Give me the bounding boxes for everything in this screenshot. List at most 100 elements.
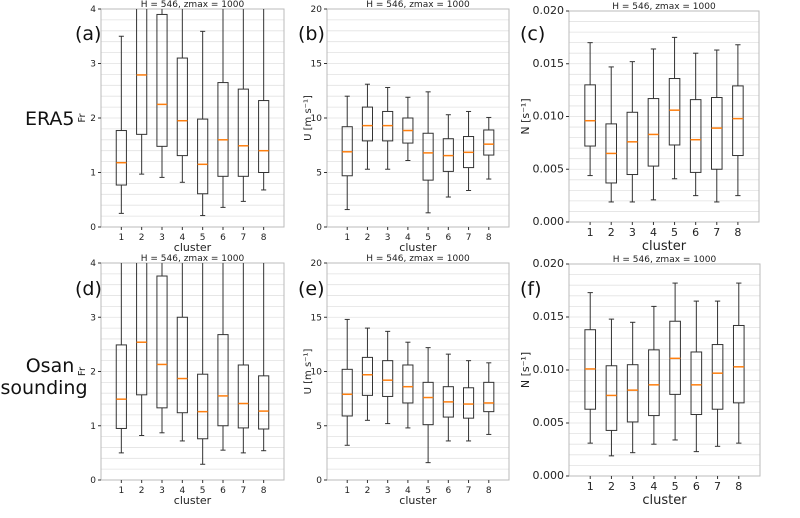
x-tick-label: 1 bbox=[587, 226, 594, 239]
box-cluster-5 bbox=[422, 91, 434, 214]
iqr-box bbox=[258, 375, 270, 430]
boxes bbox=[341, 318, 495, 464]
iqr-box bbox=[711, 97, 723, 170]
box-cluster-8 bbox=[732, 44, 744, 197]
x-axis-label: cluster bbox=[174, 241, 212, 254]
iqr-box bbox=[732, 85, 744, 157]
y-tick-label: 0.010 bbox=[533, 110, 565, 123]
box-cluster-4 bbox=[176, 263, 188, 442]
box-cluster-8 bbox=[258, 263, 270, 452]
x-tick-label: 8 bbox=[261, 233, 267, 243]
box-cluster-6 bbox=[442, 353, 454, 442]
x-tick-label: 5 bbox=[672, 480, 679, 493]
y-tick-label: 0.005 bbox=[533, 162, 565, 175]
y-tick-label: 0 bbox=[90, 476, 96, 486]
y-axis-label: U [m s⁻¹] bbox=[303, 349, 314, 395]
box-cluster-5 bbox=[422, 347, 434, 464]
y-axis-label: U [m s⁻¹] bbox=[303, 95, 314, 141]
box-cluster-8 bbox=[483, 362, 495, 435]
box-cluster-6 bbox=[217, 263, 229, 451]
y-axis-label: Fr bbox=[77, 366, 88, 376]
iqr-box bbox=[237, 88, 249, 177]
box-cluster-2 bbox=[605, 66, 618, 203]
x-tick-label: 8 bbox=[735, 480, 742, 493]
x-tick-label: 6 bbox=[693, 480, 700, 493]
iqr-box bbox=[402, 364, 414, 404]
box-cluster-1 bbox=[115, 35, 127, 214]
y-tick-label: 0.015 bbox=[533, 310, 565, 323]
box-cluster-3 bbox=[156, 9, 168, 178]
y-tick-label: 0.005 bbox=[533, 416, 565, 429]
box-cluster-3 bbox=[626, 61, 639, 203]
box-cluster-7 bbox=[237, 263, 249, 454]
box-cluster-1 bbox=[584, 42, 596, 177]
iqr-box bbox=[156, 275, 168, 409]
box-cluster-3 bbox=[382, 86, 394, 170]
iqr-box bbox=[115, 344, 127, 429]
box-cluster-2 bbox=[136, 263, 148, 437]
x-tick-label: 4 bbox=[650, 480, 657, 493]
x-tick-label: 8 bbox=[734, 226, 741, 239]
iqr-box bbox=[156, 13, 168, 147]
iqr-box bbox=[584, 84, 596, 147]
x-tick-label: 1 bbox=[118, 233, 124, 243]
box-cluster-3 bbox=[626, 321, 639, 454]
y-tick-label: 1 bbox=[90, 169, 96, 179]
x-tick-label: 8 bbox=[486, 486, 492, 496]
iqr-box bbox=[732, 324, 745, 404]
iqr-box bbox=[341, 368, 353, 417]
panel-e: 0 5 10 15 20 1 2 3 4 5 6 7 8 H = 546, zmax = 1000 clus… bbox=[298, 254, 510, 507]
x-tick-label: 3 bbox=[385, 233, 391, 243]
y-tick-label: 0.000 bbox=[533, 215, 565, 228]
iqr-box bbox=[626, 364, 639, 423]
iqr-box bbox=[648, 349, 660, 417]
x-tick-label: 2 bbox=[365, 486, 371, 496]
row-label-era5: ERA5 bbox=[25, 108, 75, 130]
box-cluster-2 bbox=[361, 327, 373, 421]
y-tick-label: 4 bbox=[90, 259, 96, 269]
box-cluster-6 bbox=[689, 52, 702, 197]
y-tick-label: 0 bbox=[90, 223, 96, 233]
boxes bbox=[341, 83, 495, 214]
x-axis-label: cluster bbox=[174, 494, 212, 507]
y-axis-label: N [s⁻¹] bbox=[519, 98, 532, 134]
box-cluster-4 bbox=[648, 305, 660, 445]
y-tick-label: 20 bbox=[311, 259, 323, 269]
x-tick-label: 6 bbox=[445, 233, 451, 243]
y-tick-label: 0.010 bbox=[533, 363, 565, 376]
x-tick-label: 2 bbox=[139, 486, 145, 496]
box-cluster-3 bbox=[156, 263, 168, 434]
panel-letter: (f) bbox=[520, 278, 542, 300]
iqr-box bbox=[422, 381, 434, 426]
y-tick-label: 10 bbox=[311, 114, 323, 124]
panel-a: 0 1 2 3 4 1 2 3 4 5 6 7 8 H = 546, zmax = 1000 cluster… bbox=[75, 0, 285, 254]
y-axis-label: Fr bbox=[77, 113, 88, 123]
box-cluster-5 bbox=[197, 263, 209, 465]
x-tick-label: 5 bbox=[425, 233, 431, 243]
chart-title: H = 546, zmax = 1000 bbox=[612, 2, 716, 12]
iqr-box bbox=[258, 100, 270, 173]
y-tick-label: 2 bbox=[90, 368, 96, 378]
box-cluster-5 bbox=[197, 30, 209, 217]
y-axis-label: N [s⁻¹] bbox=[519, 352, 532, 388]
iqr-box bbox=[668, 78, 681, 146]
box-cluster-4 bbox=[402, 96, 414, 162]
x-tick-label: 6 bbox=[692, 226, 699, 239]
y-tick-label: 15 bbox=[311, 60, 322, 70]
box-cluster-4 bbox=[402, 341, 414, 429]
x-tick-label: 6 bbox=[445, 486, 451, 496]
chart-title: H = 546, zmax = 1000 bbox=[613, 255, 717, 265]
x-tick-label: 6 bbox=[220, 233, 226, 243]
panel-b: 0 5 10 15 20 1 2 3 4 5 6 7 8 H = 546, zmax = 1000 clus… bbox=[298, 0, 510, 254]
iqr-box bbox=[136, 263, 148, 396]
x-tick-label: 8 bbox=[486, 233, 492, 243]
box-cluster-7 bbox=[463, 110, 475, 191]
x-axis-label: cluster bbox=[399, 241, 437, 254]
chart-title: H = 546, zmax = 1000 bbox=[366, 254, 470, 264]
iqr-box bbox=[647, 98, 660, 167]
x-tick-label: 4 bbox=[405, 486, 411, 496]
panel-letter: (c) bbox=[520, 23, 545, 45]
x-tick-label: 4 bbox=[179, 486, 185, 496]
box-cluster-8 bbox=[732, 282, 745, 444]
